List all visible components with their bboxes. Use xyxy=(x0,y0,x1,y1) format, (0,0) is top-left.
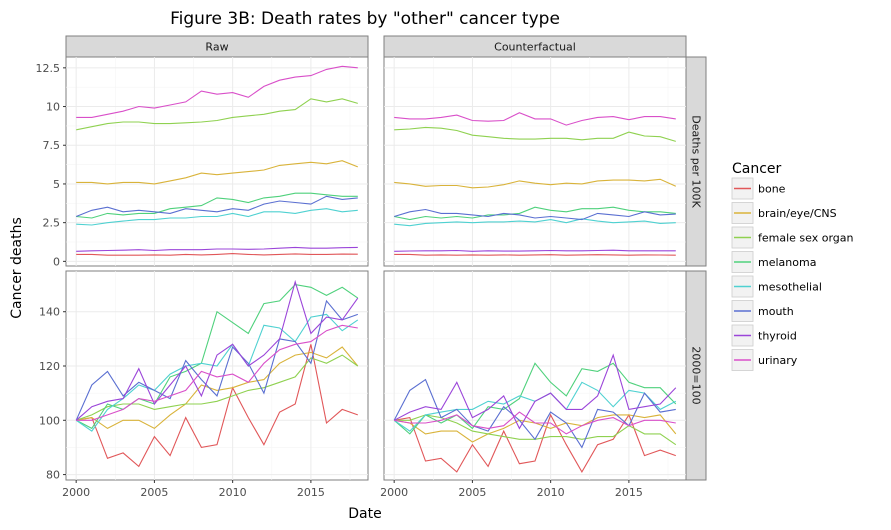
series-line-bone xyxy=(394,253,676,256)
legend-item: mesothelial xyxy=(731,275,822,298)
x-tick-label: 2005 xyxy=(140,486,168,499)
legend-label: urinary xyxy=(758,354,798,367)
facet-panel xyxy=(383,270,687,481)
series-line-female-sex-organ xyxy=(76,98,358,131)
series-line-thyroid xyxy=(393,353,677,430)
facet-panel xyxy=(383,56,687,267)
legend-item: female sex organ xyxy=(731,226,854,249)
legend-label: female sex organ xyxy=(758,232,854,245)
x-tick-label: 2015 xyxy=(615,486,643,499)
series-line-bone xyxy=(76,344,358,468)
panel-background xyxy=(383,56,687,267)
panel-background xyxy=(65,270,369,481)
facet-strip-label: Deaths per 100K xyxy=(690,115,703,208)
legend-label: mesothelial xyxy=(758,281,822,294)
panel-background xyxy=(383,270,687,481)
x-tick-label: 2000 xyxy=(380,486,408,499)
y-tick-label: 7.5 xyxy=(43,139,61,152)
x-tick-label: 2015 xyxy=(297,486,325,499)
facet-strip-label: Counterfactual xyxy=(494,41,576,54)
y-axis-title: Cancer deaths xyxy=(9,217,25,318)
y-tick-label: 80 xyxy=(46,469,60,482)
x-axis-title: Date xyxy=(348,506,381,522)
series-line-thyroid xyxy=(394,249,676,252)
facet-strip-label: Raw xyxy=(205,41,228,54)
y-tick-label: 100 xyxy=(39,414,60,427)
series-line-thyroid xyxy=(75,279,359,421)
legend-item: urinary xyxy=(731,349,798,371)
panel-background xyxy=(65,56,369,267)
facet-panel xyxy=(65,270,369,481)
series-line-urinary xyxy=(394,411,676,435)
y-tick-label: 2.5 xyxy=(43,217,61,230)
series-line-brain-eye-CNS xyxy=(394,178,677,189)
legend-label: bone xyxy=(758,183,786,196)
legend: Cancer bone brain/eye/CNS female sex organ… xyxy=(731,161,854,371)
series-line-mouth xyxy=(75,195,358,218)
series-line-urinary xyxy=(394,112,676,126)
series-line-thyroid xyxy=(76,246,358,252)
series-line-brain-eye-CNS xyxy=(76,160,359,185)
y-tick-label: 0 xyxy=(53,255,60,268)
legend-title: Cancer xyxy=(732,161,782,177)
series-line-female-sex-organ xyxy=(76,354,359,421)
legend-label: thyroid xyxy=(758,330,797,343)
series-line-mouth xyxy=(75,299,358,421)
legend-item: mouth xyxy=(731,300,794,322)
x-tick-label: 2005 xyxy=(458,486,486,499)
series-line-urinary xyxy=(76,65,358,118)
series-line-brain-eye-CNS xyxy=(76,346,359,430)
facet-panel xyxy=(65,56,369,267)
y-tick-label: 10 xyxy=(46,101,60,114)
y-tick-label: 5 xyxy=(53,178,60,191)
series-line-melanoma xyxy=(76,192,358,219)
legend-items: bone brain/eye/CNS female sex organ melanom… xyxy=(731,177,854,371)
series-line-mouth xyxy=(394,208,676,221)
legend-label: melanoma xyxy=(758,256,816,269)
series-line-melanoma xyxy=(393,362,677,435)
series-line-urinary xyxy=(76,324,358,421)
y-tick-label: 12.5 xyxy=(36,62,61,75)
series-line-bone xyxy=(76,253,358,256)
x-tick-label: 2010 xyxy=(537,486,565,499)
legend-item: thyroid xyxy=(731,324,797,347)
chart-title: Figure 3B: Death rates by "other" cancer… xyxy=(170,9,560,29)
legend-label: mouth xyxy=(758,305,794,318)
legend-item: melanoma xyxy=(731,251,816,273)
y-tick-label: 120 xyxy=(39,360,60,373)
y-tick-label: 140 xyxy=(39,306,60,319)
series-line-melanoma xyxy=(394,206,676,221)
legend-item: bone xyxy=(731,177,786,200)
legend-item: brain/eye/CNS xyxy=(731,202,837,224)
panels: Raw Counterfactual Deaths per 100K 2000=100… xyxy=(36,35,707,499)
legend-label: brain/eye/CNS xyxy=(758,207,837,220)
x-tick-label: 2010 xyxy=(219,486,247,499)
series-line-female-sex-organ xyxy=(394,126,676,142)
series-line-mesothelial xyxy=(76,208,358,226)
x-tick-label: 2000 xyxy=(62,486,90,499)
facet-strip-label: 2000=100 xyxy=(690,346,703,404)
series-line-mesothelial xyxy=(394,218,676,227)
